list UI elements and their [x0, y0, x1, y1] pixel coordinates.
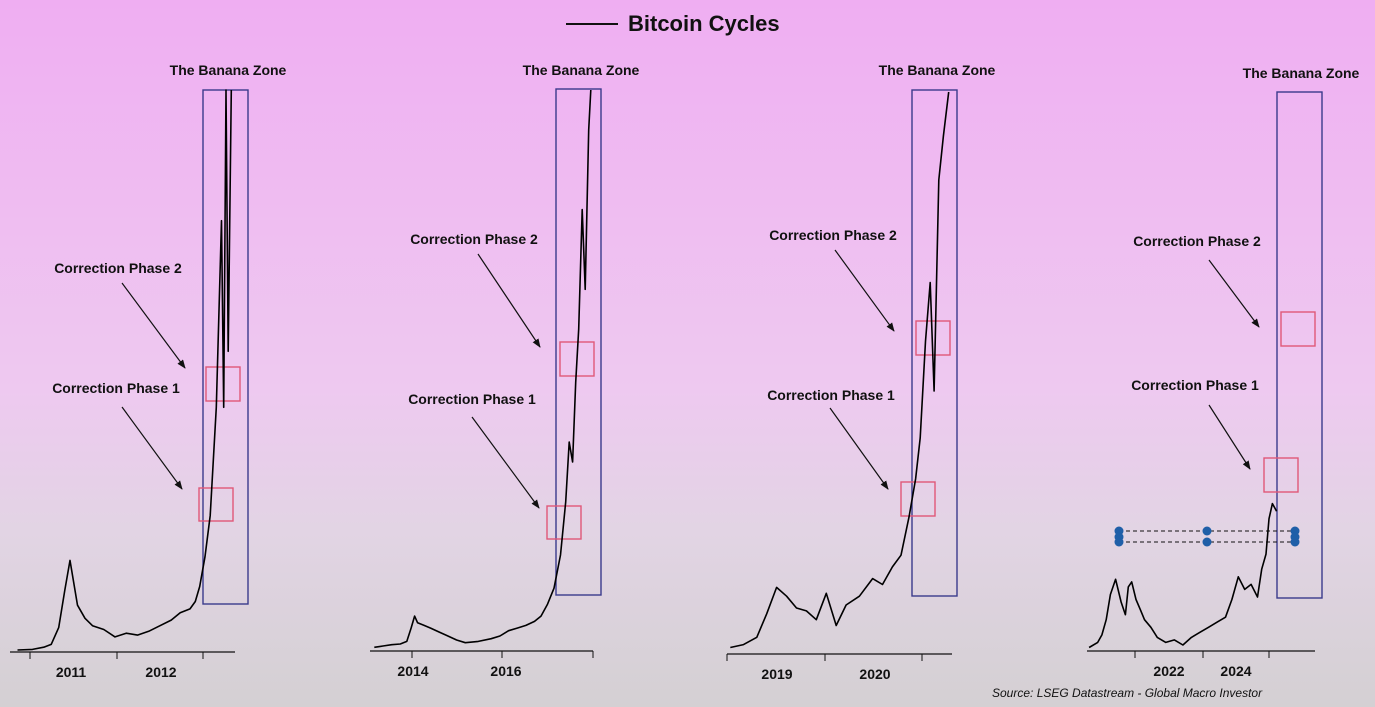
correction-phase-2-arrow	[834, 249, 895, 332]
legend-line-swatch	[566, 23, 618, 25]
reference-marker	[1114, 532, 1124, 542]
correction-phase-1-box	[546, 505, 582, 540]
correction-phase-1-box	[1263, 457, 1299, 493]
correction-phase-1-arrow	[1208, 404, 1251, 470]
correction-phase-2-arrow	[477, 253, 541, 348]
title-text: Bitcoin Cycles	[628, 11, 780, 36]
correction-phase-2-arrow	[1208, 259, 1260, 328]
price-line	[17, 89, 233, 651]
banana-zone-box	[911, 89, 958, 597]
x-tick-label: 2011	[56, 664, 87, 680]
price-line	[730, 91, 950, 649]
x-tick-label: 2020	[859, 666, 890, 682]
correction-phase-1-arrow	[829, 407, 889, 490]
reference-marker	[1202, 526, 1212, 536]
correction-phase-1-box	[900, 481, 936, 517]
correction-phase-1-box	[198, 487, 234, 522]
x-tick-label: 2014	[397, 663, 428, 679]
correction-phase-1-label: Correction Phase 1	[408, 391, 536, 407]
correction-phase-2-box	[559, 341, 595, 377]
correction-phase-2-label: Correction Phase 2	[410, 231, 538, 247]
x-tick-label: 2019	[761, 666, 792, 682]
source-note: Source: LSEG Datastream - Global Macro I…	[992, 686, 1263, 700]
reference-marker	[1202, 537, 1212, 547]
correction-phase-1-arrow	[121, 406, 183, 490]
banana-zone-label: The Banana Zone	[523, 62, 640, 78]
correction-phase-2-label: Correction Phase 2	[769, 227, 897, 243]
correction-phase-1-label: Correction Phase 1	[767, 387, 895, 403]
banana-zone-box	[555, 88, 602, 596]
correction-phase-2-box	[1280, 311, 1316, 347]
banana-zone-label: The Banana Zone	[1243, 65, 1360, 81]
correction-phase-2-arrow	[121, 282, 186, 369]
x-tick-label: 2016	[490, 663, 521, 679]
banana-zone-label: The Banana Zone	[879, 62, 996, 78]
banana-zone-label: The Banana Zone	[170, 62, 287, 78]
chart-title: Bitcoin Cycles	[566, 10, 780, 38]
correction-phase-1-arrow	[471, 416, 540, 509]
x-tick-label: 2024	[1220, 663, 1251, 679]
correction-phase-1-label: Correction Phase 1	[1131, 377, 1259, 393]
x-tick-label: 2022	[1153, 663, 1184, 679]
correction-phase-2-label: Correction Phase 2	[1133, 233, 1261, 249]
correction-phase-1-label: Correction Phase 1	[52, 380, 180, 396]
price-line	[1088, 502, 1278, 649]
x-tick-label: 2012	[145, 664, 176, 680]
reference-marker	[1290, 532, 1300, 542]
price-line	[374, 89, 592, 649]
banana-zone-box	[1276, 91, 1323, 599]
correction-phase-2-label: Correction Phase 2	[54, 260, 182, 276]
